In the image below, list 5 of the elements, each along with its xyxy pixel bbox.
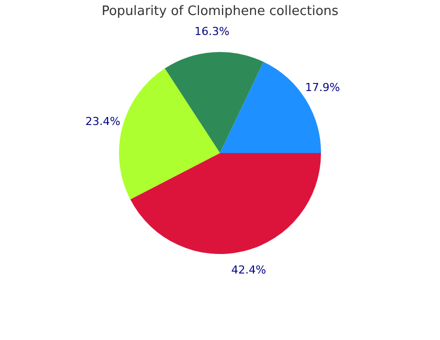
data-label: 23.4% [85,114,120,128]
data-label: 17.9% [305,81,340,94]
data-label: 16.3% [194,24,230,38]
data-label: 42.4% [231,264,266,277]
chart-title: Popularity of Clomiphene collections [100,4,340,19]
